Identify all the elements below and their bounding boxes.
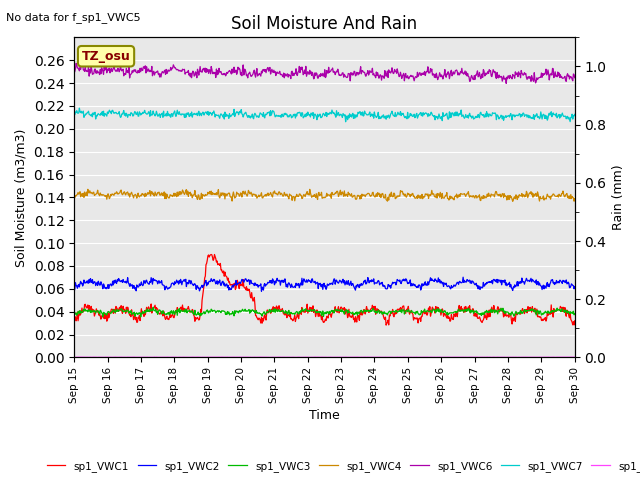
- sp1_VWC4: [404, 192, 412, 197]
- sp1_VWC3: [70, 312, 78, 318]
- sp1_VWC7: [246, 115, 254, 121]
- sp1_Rain: [94, 355, 102, 360]
- Line: sp1_VWC7: sp1_VWC7: [74, 108, 575, 122]
- sp1_VWC1: [207, 252, 215, 257]
- sp1_VWC6: [70, 70, 78, 76]
- sp1_VWC2: [70, 288, 78, 294]
- sp1_VWC7: [377, 116, 385, 121]
- sp1_VWC3: [247, 309, 255, 315]
- sp1_VWC4: [376, 192, 384, 197]
- Title: Soil Moisture And Rain: Soil Moisture And Rain: [232, 15, 417, 33]
- sp1_VWC6: [266, 66, 273, 72]
- sp1_VWC2: [460, 275, 467, 280]
- Line: sp1_VWC6: sp1_VWC6: [74, 63, 575, 84]
- sp1_VWC1: [405, 309, 413, 315]
- sp1_VWC4: [70, 192, 78, 198]
- sp1_VWC2: [221, 283, 228, 289]
- sp1_VWC3: [137, 314, 145, 320]
- sp1_VWC6: [246, 72, 254, 78]
- sp1_VWC6: [376, 72, 384, 78]
- Line: sp1_VWC2: sp1_VWC2: [74, 277, 575, 291]
- sp1_VWC4: [571, 196, 579, 202]
- sp1_VWC3: [222, 310, 230, 316]
- sp1_VWC2: [571, 284, 579, 289]
- sp1_VWC7: [266, 109, 273, 115]
- sp1_Rain: [377, 354, 385, 360]
- X-axis label: Time: Time: [309, 409, 340, 422]
- sp1_Rain: [130, 354, 138, 360]
- sp1_VWC1: [70, 319, 78, 325]
- sp1_VWC7: [76, 105, 83, 111]
- sp1_VWC4: [84, 186, 92, 192]
- sp1_VWC7: [221, 114, 229, 120]
- sp1_VWC1: [129, 311, 137, 316]
- Text: No data for f_sp1_VWC5: No data for f_sp1_VWC5: [6, 12, 141, 23]
- sp1_VWC2: [246, 281, 253, 287]
- sp1_VWC2: [129, 286, 137, 291]
- sp1_VWC1: [571, 318, 579, 324]
- sp1_VWC1: [376, 309, 384, 315]
- sp1_VWC3: [377, 309, 385, 314]
- sp1_VWC1: [221, 273, 229, 278]
- sp1_VWC6: [78, 60, 86, 66]
- sp1_VWC3: [571, 311, 579, 317]
- sp1_VWC7: [342, 119, 349, 125]
- sp1_VWC7: [70, 110, 78, 116]
- sp1_Rain: [405, 354, 413, 360]
- sp1_VWC6: [502, 81, 510, 86]
- Y-axis label: Rain (mm): Rain (mm): [612, 165, 625, 230]
- sp1_Rain: [266, 354, 274, 360]
- sp1_Rain: [70, 354, 78, 360]
- sp1_VWC1: [382, 322, 390, 328]
- sp1_VWC1: [246, 294, 254, 300]
- Text: TZ_osu: TZ_osu: [82, 50, 131, 63]
- sp1_VWC4: [221, 191, 229, 197]
- sp1_VWC2: [404, 281, 412, 287]
- sp1_VWC1: [266, 308, 273, 313]
- sp1_VWC4: [266, 192, 273, 197]
- sp1_VWC2: [265, 280, 273, 286]
- sp1_Rain: [222, 354, 230, 360]
- Legend: sp1_VWC1, sp1_VWC2, sp1_VWC3, sp1_VWC4, sp1_VWC6, sp1_VWC7, sp1_Rain: sp1_VWC1, sp1_VWC2, sp1_VWC3, sp1_VWC4, …: [44, 457, 640, 475]
- sp1_VWC6: [571, 75, 579, 81]
- Y-axis label: Soil Moisture (m3/m3): Soil Moisture (m3/m3): [15, 128, 28, 266]
- Line: sp1_VWC4: sp1_VWC4: [74, 189, 575, 201]
- sp1_VWC7: [130, 112, 138, 118]
- sp1_Rain: [150, 354, 158, 360]
- sp1_VWC6: [130, 68, 138, 74]
- sp1_VWC3: [129, 311, 137, 316]
- sp1_VWC4: [509, 198, 516, 204]
- sp1_VWC3: [266, 307, 274, 312]
- sp1_VWC3: [149, 304, 157, 310]
- sp1_VWC6: [404, 76, 412, 82]
- sp1_Rain: [571, 354, 579, 360]
- Line: sp1_VWC3: sp1_VWC3: [74, 307, 575, 317]
- sp1_VWC7: [571, 111, 579, 117]
- sp1_VWC4: [246, 191, 254, 197]
- sp1_VWC2: [376, 282, 383, 288]
- sp1_VWC7: [405, 115, 413, 120]
- Line: sp1_VWC1: sp1_VWC1: [74, 254, 575, 325]
- sp1_Rain: [247, 354, 255, 360]
- sp1_VWC4: [130, 195, 138, 201]
- sp1_VWC6: [221, 73, 229, 79]
- sp1_VWC3: [405, 308, 413, 314]
